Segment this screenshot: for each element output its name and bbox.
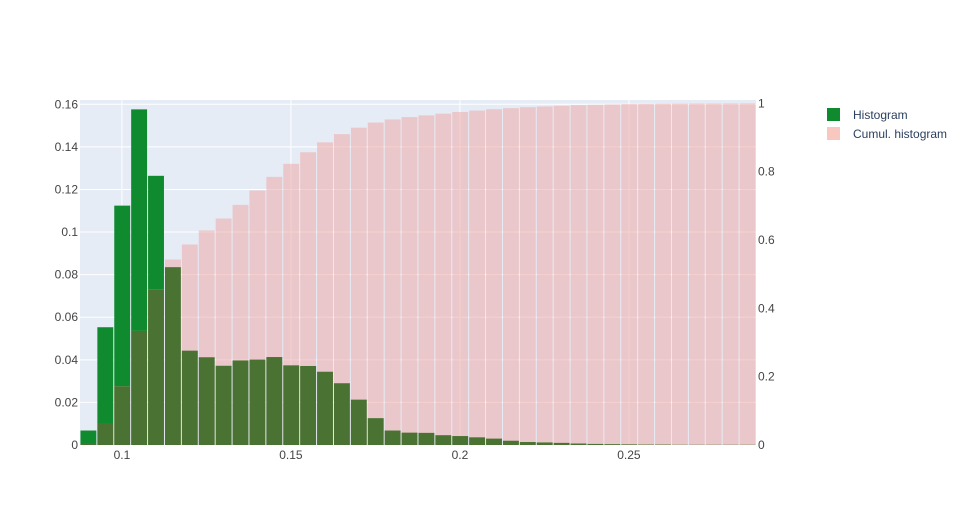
histogram-bar-overlap (401, 432, 418, 445)
y-left-tick-label: 0.1 (61, 225, 78, 239)
cumulative-bar (604, 104, 621, 445)
histogram-bar-overlap (604, 444, 621, 445)
y-left-axis-ticks: 0 0.02 0.04 0.06 0.08 0.1 0.12 0.14 0.16 (55, 97, 79, 452)
cumulative-bar (469, 110, 486, 445)
legend-swatch-cumulative (827, 127, 840, 140)
histogram-bar-overlap (570, 443, 587, 445)
cumulative-bar (384, 119, 401, 445)
cumulative-bar (739, 103, 756, 446)
histogram-bar-overlap (502, 440, 519, 445)
histogram-bar (114, 205, 131, 387)
histogram-bar-overlap (333, 383, 350, 445)
y-right-tick-label: 1 (758, 96, 765, 110)
histogram-bar-overlap (114, 386, 131, 445)
cumulative-bar (553, 105, 570, 445)
y-right-tick-label: 0.2 (758, 370, 775, 384)
cumulative-bar (621, 104, 638, 446)
legend-item-cumulative[interactable]: Cumul. histogram (827, 127, 947, 141)
cumulative-histogram-bars (80, 103, 756, 446)
y-right-tick-label: 0 (758, 438, 765, 452)
y-left-tick-label: 0 (71, 438, 78, 452)
histogram-bars (80, 109, 756, 445)
y-left-tick-label: 0.14 (55, 140, 79, 154)
histogram-bar-overlap (198, 357, 215, 445)
x-tick-label: 0.15 (279, 448, 303, 462)
histogram-bar (97, 327, 114, 424)
histogram-bar-overlap (215, 365, 232, 445)
histogram-bar-overlap (621, 444, 638, 445)
y-left-tick-label: 0.02 (55, 395, 79, 409)
cumulative-bar (722, 103, 739, 445)
histogram-bar-overlap (350, 399, 367, 445)
histogram-bar-overlap (148, 289, 164, 445)
y-left-tick-label: 0.16 (55, 97, 79, 111)
legend-swatch-histogram (827, 108, 840, 121)
histogram-bar-overlap (418, 432, 435, 445)
cumulative-bar (502, 108, 519, 445)
y-right-tick-label: 0.8 (758, 165, 775, 179)
cumulative-bar (688, 103, 705, 445)
histogram-bar-overlap (317, 371, 333, 445)
histogram-bar-overlap (519, 442, 536, 445)
x-tick-label: 0.25 (617, 448, 641, 462)
histogram-bar-overlap (266, 357, 283, 445)
histogram-bar-overlap (452, 436, 469, 445)
legend[interactable]: Histogram Cumul. histogram (827, 108, 947, 141)
histogram-bar (148, 175, 164, 290)
cumulative-bar (671, 103, 688, 445)
histogram-bar-overlap (181, 350, 198, 445)
histogram-bar (80, 430, 97, 444)
y-right-axis-ticks: 0 0.2 0.4 0.6 0.8 1 (758, 96, 775, 452)
histogram-bar-overlap (249, 359, 266, 445)
legend-label-cumulative: Cumul. histogram (853, 127, 947, 141)
histogram-bar-overlap (80, 443, 97, 445)
cumulative-bar (401, 117, 418, 445)
cumulative-bar (486, 109, 502, 445)
cumulative-bar (333, 134, 350, 445)
histogram-bar (131, 109, 148, 331)
y-left-tick-label: 0.06 (55, 310, 79, 324)
cumulative-bar (638, 103, 655, 445)
cumulative-bar (570, 105, 587, 445)
histogram-bar-overlap (587, 443, 604, 445)
histogram-bar-overlap (300, 365, 317, 445)
cumulative-bar (350, 127, 367, 445)
cumulative-bar (418, 115, 435, 446)
x-axis-ticks: 0.1 0.15 0.2 0.25 (114, 448, 641, 462)
cumulative-bar (536, 106, 553, 445)
x-tick-label: 0.1 (114, 448, 131, 462)
histogram-bar-overlap (367, 418, 384, 445)
cumulative-bar (705, 103, 722, 445)
y-left-tick-label: 0.04 (55, 353, 79, 367)
cumulative-bar (452, 111, 469, 445)
cumulative-bar (367, 122, 384, 445)
cumulative-bar (519, 107, 536, 445)
cumulative-bar (435, 113, 452, 446)
histogram-bar-overlap (536, 442, 553, 445)
histogram-bar-overlap (469, 437, 486, 445)
x-tick-label: 0.2 (452, 448, 469, 462)
cumulative-bar (587, 104, 604, 446)
y-right-tick-label: 0.6 (758, 233, 775, 247)
cumulative-bar (655, 103, 671, 446)
plot-background (80, 100, 756, 445)
histogram-bar-overlap (384, 430, 401, 445)
legend-label-histogram: Histogram (853, 108, 908, 122)
legend-item-histogram[interactable]: Histogram (827, 108, 908, 122)
histogram-bar-overlap (131, 330, 148, 445)
histogram-bar-overlap (97, 423, 114, 445)
histogram-bar-overlap (553, 442, 570, 445)
cumulative-bar (317, 142, 333, 445)
y-left-tick-label: 0.12 (55, 182, 79, 196)
histogram-bar-overlap (283, 365, 300, 445)
histogram-bar-overlap (164, 267, 181, 445)
y-left-tick-label: 0.08 (55, 268, 79, 282)
y-right-tick-label: 0.4 (758, 301, 775, 315)
histogram-bar-overlap (486, 438, 502, 445)
histogram-bar-overlap (232, 360, 249, 445)
histogram-bar-overlap (435, 435, 452, 445)
